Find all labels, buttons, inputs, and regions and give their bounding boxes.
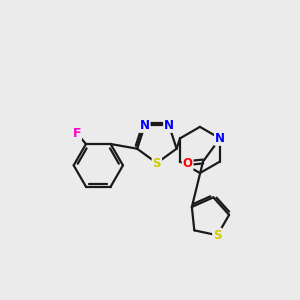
Text: S: S: [213, 229, 222, 242]
Text: N: N: [215, 132, 225, 145]
Text: N: N: [164, 119, 174, 132]
Text: O: O: [183, 157, 193, 169]
Text: F: F: [73, 127, 81, 140]
Text: S: S: [153, 157, 161, 169]
Text: N: N: [140, 119, 150, 132]
